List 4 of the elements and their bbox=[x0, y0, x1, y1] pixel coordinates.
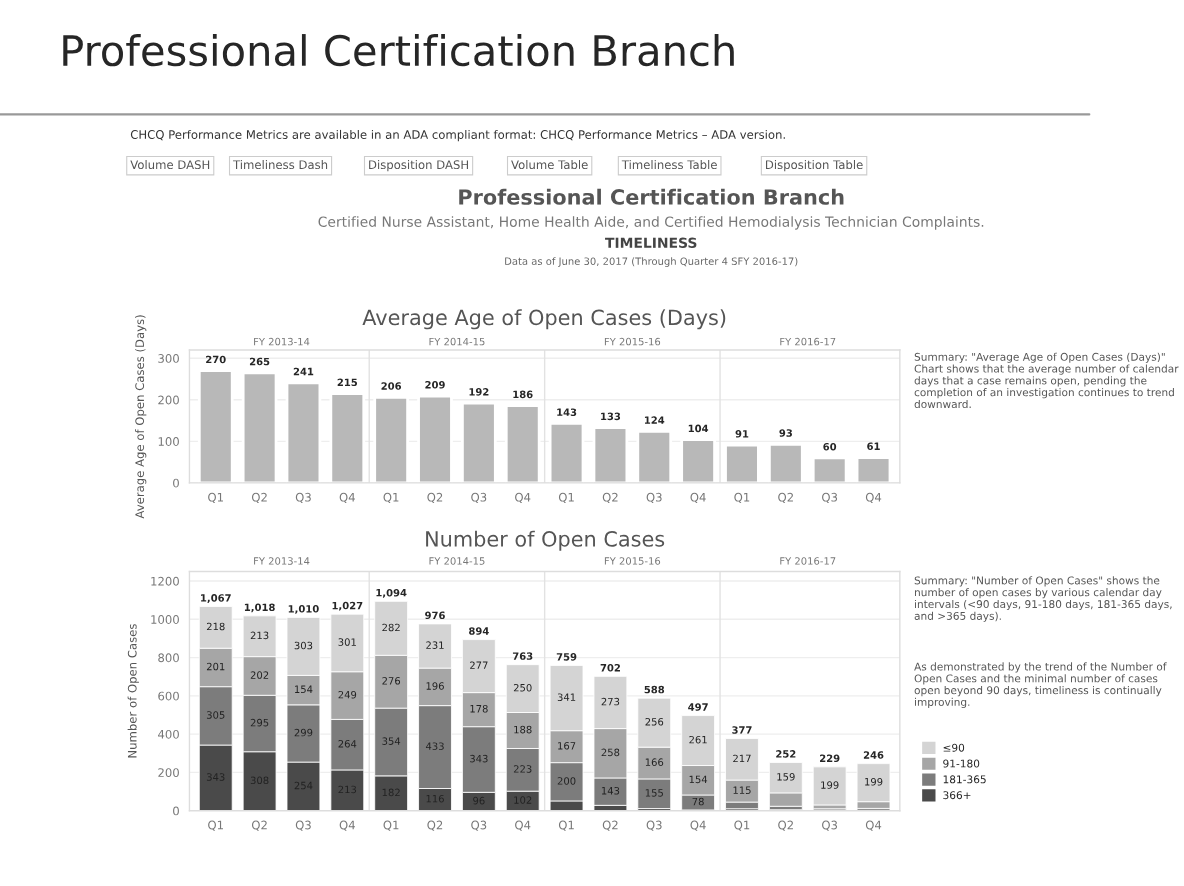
chart-title: Number of Open Cases bbox=[426, 530, 665, 551]
chart-title: Average Age of Open Cases (Days) bbox=[362, 309, 726, 330]
text: Professional Certification Branch bbox=[459, 188, 844, 205]
text: Professional Certification Branch bbox=[63, 34, 734, 67]
